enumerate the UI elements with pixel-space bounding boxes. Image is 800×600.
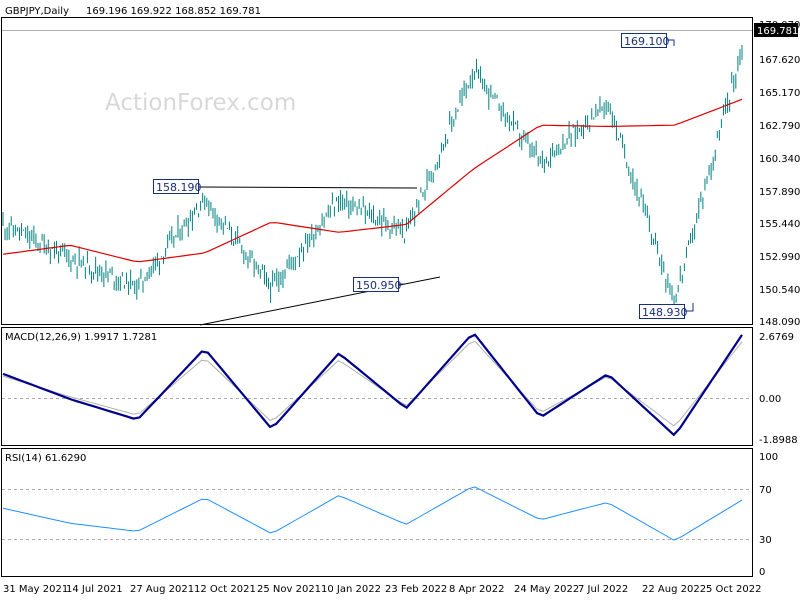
x-tick: 10 Jan 2022 [321, 584, 381, 595]
x-tick: 31 May 2021 [3, 584, 68, 595]
bottom-trendline [199, 276, 441, 326]
x-tick: 24 May 2022 [514, 584, 579, 595]
chart-header-symbol: GBPJPY,Daily [5, 6, 69, 17]
x-tick: 7 Jul 2022 [578, 584, 628, 595]
price-y-tick: 160.340 [759, 154, 800, 165]
rsi-y-tick: 30 [759, 535, 772, 546]
callout-148930: 148.930 [639, 303, 694, 319]
x-tick: 23 Feb 2022 [385, 584, 447, 595]
x-tick: 14 Jul 2021 [66, 584, 123, 595]
price-y-tick: 148.090 [759, 317, 800, 328]
current-price-box [754, 23, 798, 37]
callout-148930-box [639, 304, 685, 319]
x-tick: 25 Nov 2021 [257, 584, 321, 595]
price-y-tick: 155.440 [759, 219, 800, 230]
x-tick: 12 Oct 2021 [194, 584, 256, 595]
watermark: ActionForex.com [105, 90, 296, 116]
rsi-y-tick: 0 [759, 567, 765, 578]
rsi-y-tick: 70 [759, 485, 772, 496]
macd-y-tick: 2.6769 [759, 332, 794, 343]
price-y-tick: 150.540 [759, 285, 800, 296]
callout-169100: 169.100 [621, 33, 675, 48]
x-tick: 27 Aug 2021 [130, 584, 194, 595]
rsi-line [2, 486, 743, 541]
callout-150950-text: 150.950 [356, 279, 402, 292]
chart-header-ohlc: 169.196 169.922 168.852 169.781 [86, 6, 261, 17]
callout-150950: 150.950 [353, 277, 404, 292]
macd-line [2, 333, 743, 437]
current-price-label: 169.781 [757, 26, 798, 37]
callout-158190-text: 158.190 [156, 181, 202, 194]
price-y-tick: 167.620 [759, 55, 800, 66]
macd-y-tick: 0.00 [759, 394, 781, 405]
x-tick: 5 Oct 2022 [706, 584, 761, 595]
macd-panel-frame [1, 327, 753, 446]
rsi-panel-frame [1, 448, 753, 577]
callout-158190-box [153, 179, 199, 194]
x-tick: 22 Aug 2022 [642, 584, 706, 595]
callout-158190: 158.190 [153, 179, 202, 194]
price-series [2, 44, 743, 307]
price-y-tick: 162.790 [759, 121, 800, 132]
rsi-panel-title: RSI(14) 61.6290 [5, 453, 86, 464]
rsi-y-tick: 100 [759, 452, 778, 463]
price-y-tick: 157.890 [759, 187, 800, 198]
price-y-tick: 152.990 [759, 252, 800, 263]
callout-169100-leader [666, 39, 675, 46]
callout-148930-leader [685, 303, 694, 312]
callout-169100-text: 169.100 [624, 35, 670, 48]
price-y-axis: 148.090 150.540 152.990 155.440 157.890 … [759, 20, 800, 328]
callout-148930-text: 148.930 [642, 306, 688, 319]
top-trendline [198, 186, 418, 189]
x-tick: 8 Apr 2022 [449, 584, 504, 595]
macd-panel-title: MACD(12,26,9) 1.9917 1.7281 [5, 332, 157, 343]
x-axis: 31 May 2021 14 Jul 2021 27 Aug 2021 12 O… [3, 584, 761, 595]
macd-y-tick: -1.8988 [759, 435, 798, 446]
price-panel-frame [1, 17, 753, 325]
moving-average-line [2, 98, 743, 263]
price-y-tick: 165.170 [759, 88, 800, 99]
